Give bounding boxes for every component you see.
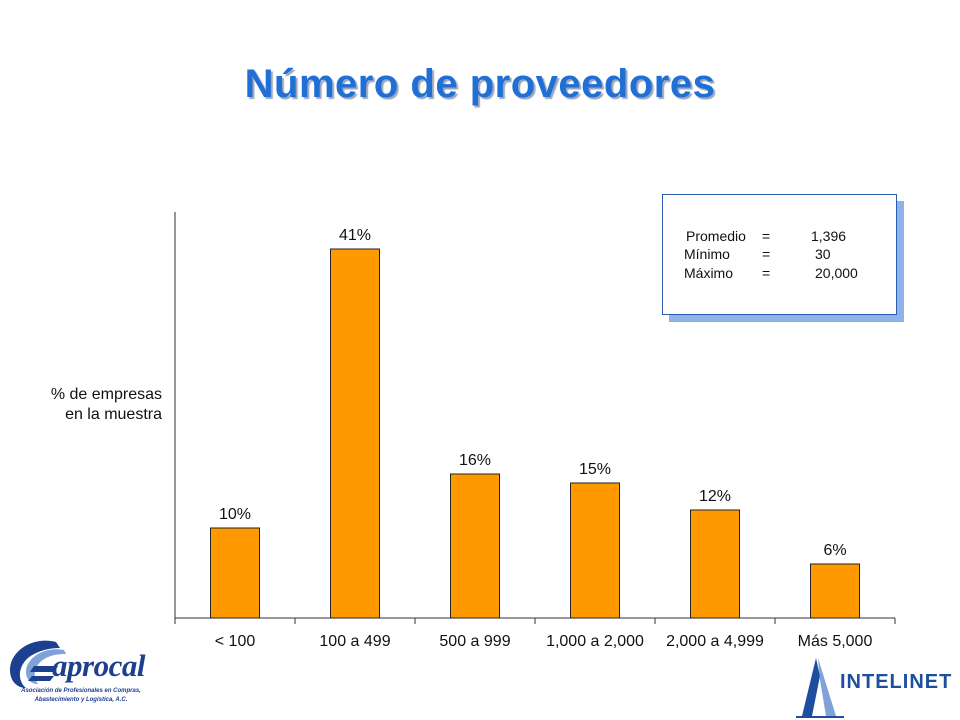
chart-bars [210,248,860,619]
data-label: 6% [823,542,846,559]
x-tick-label: < 100 [215,633,256,650]
bar [690,509,740,619]
stats-row-minimo: Mínimo = 30 [663,246,896,264]
intelinet-logo: INTELINET [790,656,956,718]
x-tick-label: 1,000 a 2,000 [546,633,644,650]
chart-axes [174,212,896,624]
aprocal-tagline: Asociación de Profesionales en Compras, … [6,687,156,705]
stats-row-maximo: Máximo = 20,000 [663,265,896,283]
y-axis-label: % de empresas [51,386,162,403]
stats-label: Máximo [684,265,734,281]
intelinet-wordmark: INTELINET [840,671,953,693]
aprocal-tagline-line-1: Asociación de Profesionales en Compras, [21,688,141,694]
stats-row-promedio: Promedio = 1,396 [663,228,896,246]
stats-value: 30 [815,246,831,262]
bar [210,527,260,619]
stats-box: Promedio = 1,396 Mínimo = 30 Máximo = 20… [662,194,897,315]
stats-eq: = [762,246,771,262]
x-tick-label: 2,000 a 4,999 [666,633,764,650]
intelinet-emblem-icon [796,658,844,718]
bar [330,248,380,619]
data-label: 16% [459,452,491,469]
x-tick-label: 100 a 499 [319,633,390,650]
aprocal-emblem-icon [10,640,66,688]
x-tick-label: Más 5,000 [798,633,873,650]
data-label: 10% [219,506,251,523]
bar [450,473,500,619]
data-label: 41% [339,227,371,244]
bar [810,563,860,619]
aprocal-logo: aprocal Asociación de Profesionales en C… [4,636,154,716]
stats-eq: = [762,228,771,244]
bar [570,482,620,619]
y-axis-label: en la muestra [65,406,162,423]
stats-value: 20,000 [815,265,858,281]
stats-eq: = [762,265,771,281]
x-tick-label: 500 a 999 [439,633,510,650]
data-label: 12% [699,488,731,505]
stats-value: 1,396 [811,228,847,244]
stats-label: Mínimo [684,246,730,262]
stats-label: Promedio [686,228,746,244]
aprocal-wordmark: aprocal [52,648,145,683]
chart-labels: % de empresas en la muestra 10% < 100 41% 100… [51,227,873,650]
slide-title: Número de proveedores [244,62,716,106]
data-label: 15% [579,461,611,478]
aprocal-tagline-line-2: Abastecimiento y Logística, A.C. [34,697,128,703]
